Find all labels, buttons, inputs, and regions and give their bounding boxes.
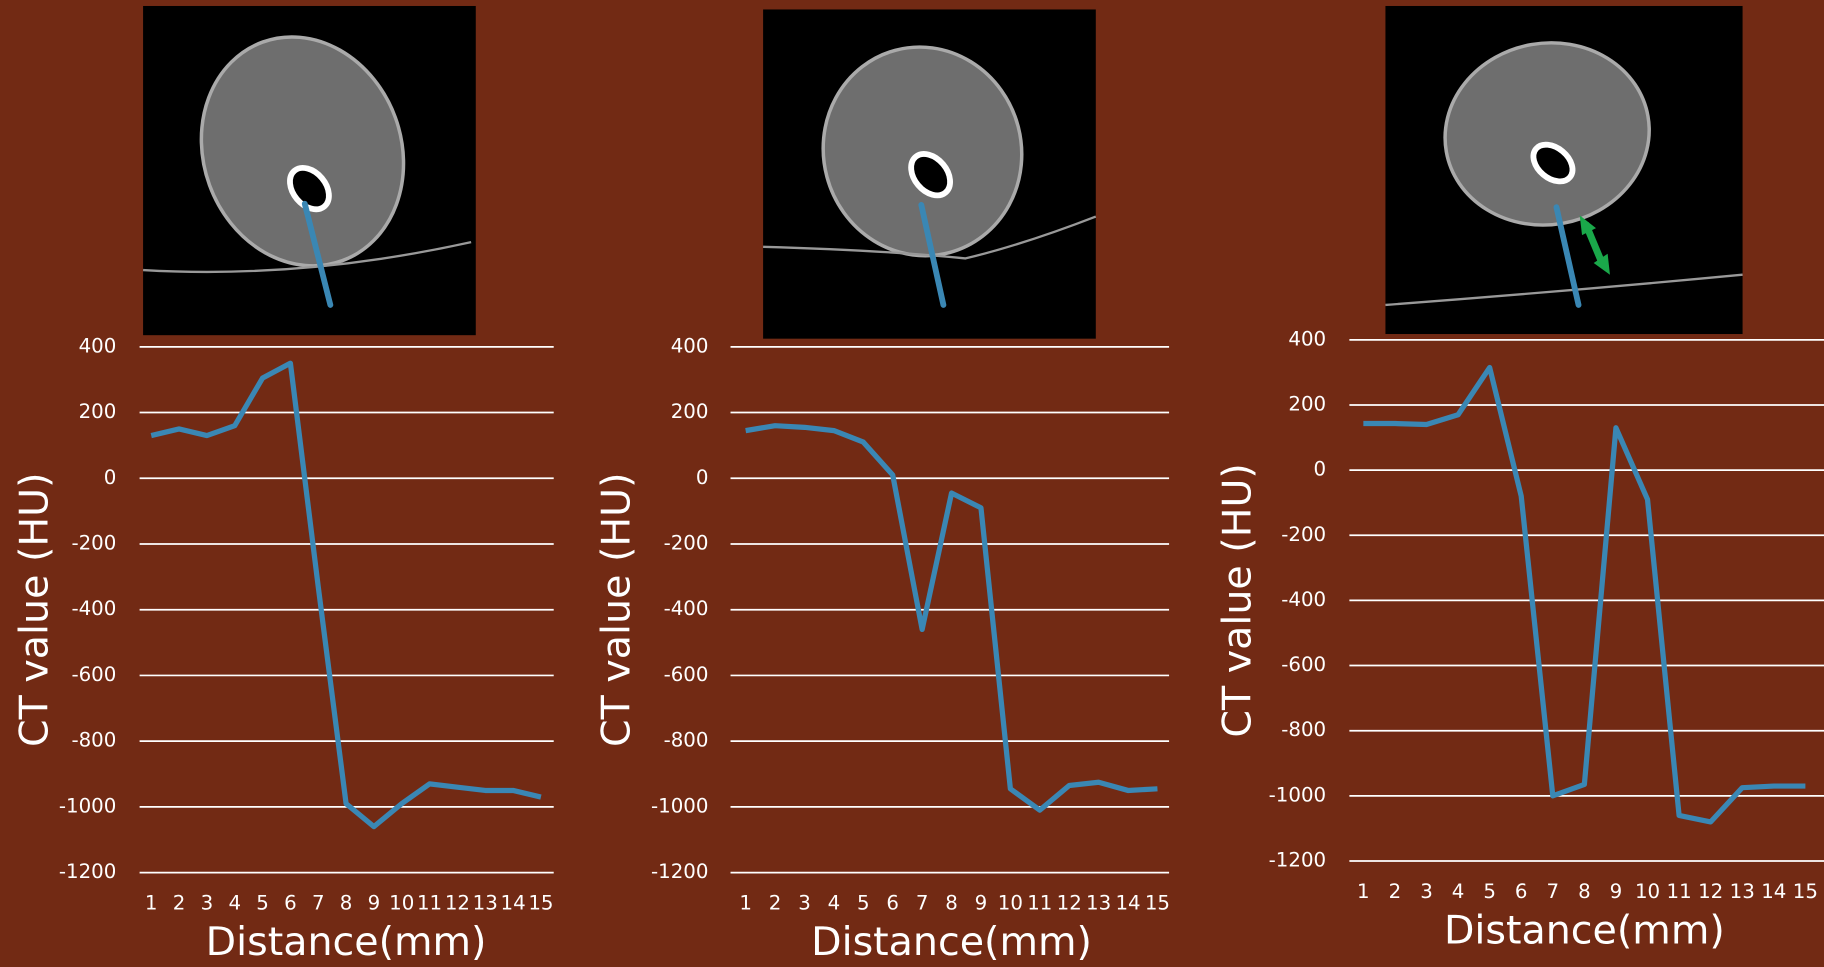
x-tick-label: 6: [284, 892, 297, 915]
x-tick-label: 15: [1793, 880, 1818, 903]
y-tick-label: -200: [664, 531, 709, 554]
x-tick-label: 4: [828, 892, 841, 915]
y-tick-label: -1200: [651, 860, 708, 883]
y-tick-label: -200: [71, 531, 116, 554]
x-tick-label: 12: [1698, 880, 1723, 903]
ct-image: [143, 5, 476, 336]
x-tick-label: 8: [1578, 880, 1591, 903]
x-tick-label: 8: [945, 892, 958, 915]
x-tick-label: 3: [201, 892, 214, 915]
x-tick-label: 2: [173, 892, 186, 915]
x-tick-label: 3: [798, 892, 811, 915]
x-tick-label: 2: [769, 892, 782, 915]
y-tick-label: 0: [696, 466, 709, 489]
y-tick-label: -800: [71, 729, 116, 752]
x-tick-label: 12: [445, 892, 470, 915]
y-tick-label: 200: [1288, 392, 1326, 415]
ct-image: [1385, 5, 1743, 335]
y-tick-label: -800: [1281, 718, 1326, 741]
y-tick-label: -400: [664, 597, 709, 620]
x-tick-label: 12: [1057, 892, 1082, 915]
x-tick-label: 6: [886, 892, 899, 915]
y-tick-label: -400: [1281, 588, 1326, 611]
x-axis-title: Distance(mm): [811, 919, 1092, 965]
y-tick-label: -1000: [59, 794, 116, 817]
x-tick-label: 1: [739, 892, 752, 915]
x-tick-label: 9: [368, 892, 381, 915]
y-tick-label: 200: [671, 400, 709, 423]
x-tick-label: 15: [1145, 892, 1170, 915]
x-tick-label: 5: [256, 892, 269, 915]
x-tick-label: 5: [1483, 880, 1496, 903]
ct-image: [763, 9, 1097, 339]
x-tick-label: 13: [473, 892, 498, 915]
x-tick-label: 2: [1389, 880, 1402, 903]
x-tick-label: 4: [228, 892, 241, 915]
y-tick-label: -1000: [651, 794, 708, 817]
x-tick-label: 7: [1547, 880, 1560, 903]
x-axis-title: Distance(mm): [206, 919, 487, 965]
x-tick-label: 15: [528, 892, 553, 915]
y-tick-label: -600: [71, 663, 116, 686]
x-tick-label: 1: [1357, 880, 1370, 903]
x-tick-label: 1: [145, 892, 158, 915]
x-tick-label: 8: [340, 892, 353, 915]
y-tick-label: 400: [1288, 327, 1326, 350]
x-tick-label: 11: [1667, 880, 1692, 903]
y-tick-label: -1200: [59, 860, 116, 883]
x-tick-label: 6: [1515, 880, 1528, 903]
x-axis-title: Distance(mm): [1444, 908, 1725, 954]
y-tick-label: -1200: [1269, 848, 1326, 871]
x-tick-label: 13: [1730, 880, 1755, 903]
y-axis-title: CT value (HU): [12, 472, 58, 746]
x-tick-label: 3: [1420, 880, 1433, 903]
data-line: [150, 360, 542, 830]
x-tick-label: 9: [975, 892, 988, 915]
x-tick-label: 10: [998, 892, 1023, 915]
x-tick-label: 7: [916, 892, 929, 915]
x-tick-label: 11: [1027, 892, 1052, 915]
x-tick-label: 14: [1115, 892, 1140, 915]
x-tick-label: 4: [1452, 880, 1465, 903]
x-tick-label: 10: [1635, 880, 1660, 903]
y-tick-label: -800: [664, 729, 709, 752]
x-tick-label: 5: [857, 892, 870, 915]
y-tick-label: 400: [79, 334, 117, 357]
y-tick-label: -200: [1281, 523, 1326, 546]
y-tick-label: 200: [79, 400, 117, 423]
y-axis-title: CT value (HU): [593, 472, 639, 746]
x-tick-label: 9: [1610, 880, 1623, 903]
x-tick-label: 14: [1761, 880, 1786, 903]
y-tick-label: -1000: [1269, 783, 1326, 806]
x-tick-label: 13: [1086, 892, 1111, 915]
x-tick-label: 11: [417, 892, 442, 915]
x-tick-label: 10: [389, 892, 414, 915]
y-tick-label: 400: [671, 334, 709, 357]
y-tick-label: 0: [104, 466, 117, 489]
y-tick-label: -400: [71, 597, 116, 620]
y-axis-title: CT value (HU): [1215, 463, 1261, 737]
x-tick-label: 7: [312, 892, 325, 915]
data-line: [1363, 364, 1806, 825]
y-tick-label: -600: [1281, 653, 1326, 676]
y-tick-label: 0: [1314, 458, 1327, 481]
data-line: [745, 423, 1158, 813]
y-tick-label: -600: [664, 663, 709, 686]
x-tick-label: 14: [501, 892, 526, 915]
